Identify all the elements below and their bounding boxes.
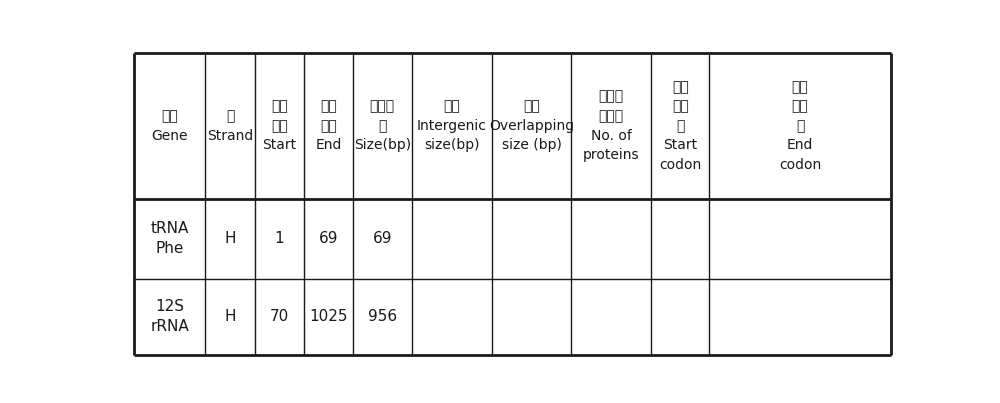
Text: 基因大
小
Size(bp): 基因大 小 Size(bp) (354, 100, 411, 152)
Text: 链
Strand: 链 Strand (207, 109, 253, 143)
Text: 1: 1 (275, 231, 284, 246)
Text: 重叠
Overlapping
size (bp): 重叠 Overlapping size (bp) (489, 100, 574, 152)
Text: 956: 956 (368, 309, 397, 324)
Text: 起始
密码
子
Start
codon: 起始 密码 子 Start codon (659, 80, 701, 172)
Text: 1025: 1025 (309, 309, 348, 324)
Text: H: H (224, 309, 236, 324)
Text: 69: 69 (373, 231, 392, 246)
Text: tRNA
Phe: tRNA Phe (150, 221, 189, 256)
Text: 编码蛋
白长度
No. of
proteins: 编码蛋 白长度 No. of proteins (583, 90, 640, 162)
Text: 终止
密码
子
End
codon: 终止 密码 子 End codon (779, 80, 821, 172)
Text: 70: 70 (270, 309, 289, 324)
Text: 起始
位点
Start: 起始 位点 Start (263, 100, 297, 152)
Text: 69: 69 (319, 231, 338, 246)
Text: 插入
Intergenic
size(bp): 插入 Intergenic size(bp) (417, 100, 487, 152)
Text: 基因
Gene: 基因 Gene (151, 109, 188, 143)
Text: 结束
位点
End: 结束 位点 End (315, 100, 342, 152)
Text: 12S
rRNA: 12S rRNA (150, 299, 189, 334)
Text: H: H (224, 231, 236, 246)
